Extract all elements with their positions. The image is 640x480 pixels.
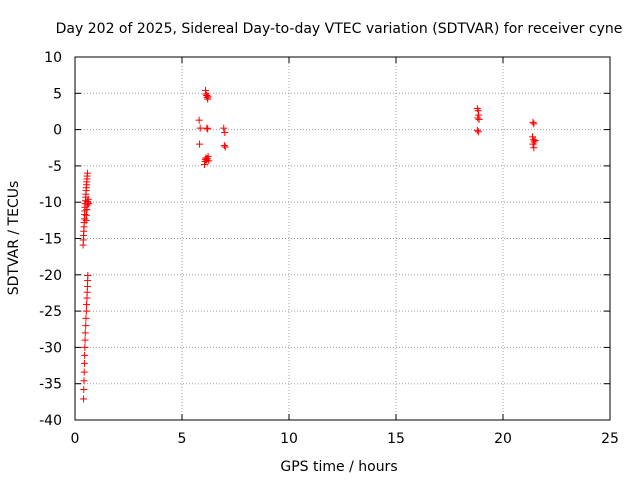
- y-axis-label: SDTVAR / TECUs: [6, 181, 22, 296]
- data-point: [80, 359, 88, 367]
- x-axis-tick-labels: 0 5 10 15 20 25: [71, 431, 619, 447]
- data-point: [474, 128, 482, 136]
- grid-lines: [75, 57, 610, 420]
- data-point: [83, 301, 91, 309]
- data-point: [81, 343, 89, 351]
- data-point: [82, 314, 90, 322]
- data-point: [81, 336, 89, 344]
- data-point: [82, 307, 90, 315]
- y-tick-label: -25: [39, 304, 62, 320]
- data-point: [220, 124, 228, 132]
- data-point: [82, 322, 90, 330]
- x-tick-label: 0: [71, 431, 80, 447]
- data-point: [530, 120, 538, 128]
- data-point: [83, 169, 91, 177]
- data-point: [85, 200, 93, 208]
- data-point: [530, 144, 538, 152]
- data-point: [529, 140, 537, 148]
- y-tick-label: -40: [39, 413, 62, 429]
- y-tick-label: 0: [53, 123, 62, 139]
- y-tick-label: -35: [39, 377, 62, 393]
- data-point: [204, 125, 212, 133]
- data-point: [200, 160, 208, 168]
- data-point: [203, 124, 211, 132]
- data-point: [81, 329, 89, 337]
- data-point: [474, 114, 482, 122]
- x-tick-label: 25: [601, 431, 619, 447]
- data-point: [80, 386, 88, 394]
- y-tick-label: -20: [39, 268, 62, 284]
- x-tick-label: 15: [387, 431, 405, 447]
- data-point: [221, 143, 229, 151]
- data-points: [79, 86, 539, 403]
- data-point: [205, 157, 213, 165]
- data-point: [204, 152, 212, 160]
- y-tick-label: 10: [44, 50, 62, 66]
- data-point: [80, 377, 88, 385]
- data-point: [196, 124, 204, 132]
- y-tick-label: -5: [48, 159, 62, 175]
- y-tick-label: -30: [39, 340, 62, 356]
- data-point: [195, 116, 203, 124]
- data-point: [221, 129, 229, 137]
- data-point: [81, 351, 89, 359]
- data-point: [80, 368, 88, 376]
- axis-ticks: [74, 56, 611, 421]
- data-point: [475, 115, 483, 123]
- y-tick-label: 5: [53, 86, 62, 102]
- data-point: [84, 272, 92, 280]
- data-point: [529, 118, 537, 126]
- x-axis-label: GPS time / hours: [280, 459, 397, 475]
- data-point: [220, 142, 228, 150]
- y-axis-tick-labels: 10 5 0 -5 -10 -15 -20 -25 -30 -35 -40: [39, 50, 62, 429]
- data-point: [196, 140, 204, 148]
- y-tick-label: -10: [39, 195, 62, 211]
- x-tick-label: 10: [280, 431, 298, 447]
- data-point: [529, 133, 537, 141]
- data-point: [204, 92, 212, 100]
- x-tick-label: 5: [178, 431, 187, 447]
- x-tick-label: 20: [494, 431, 512, 447]
- data-point: [80, 395, 88, 403]
- chart-title: Day 202 of 2025, Sidereal Day-to-day VTE…: [56, 21, 623, 37]
- data-point: [531, 136, 539, 144]
- y-tick-label: -15: [39, 232, 62, 248]
- data-point: [473, 126, 481, 134]
